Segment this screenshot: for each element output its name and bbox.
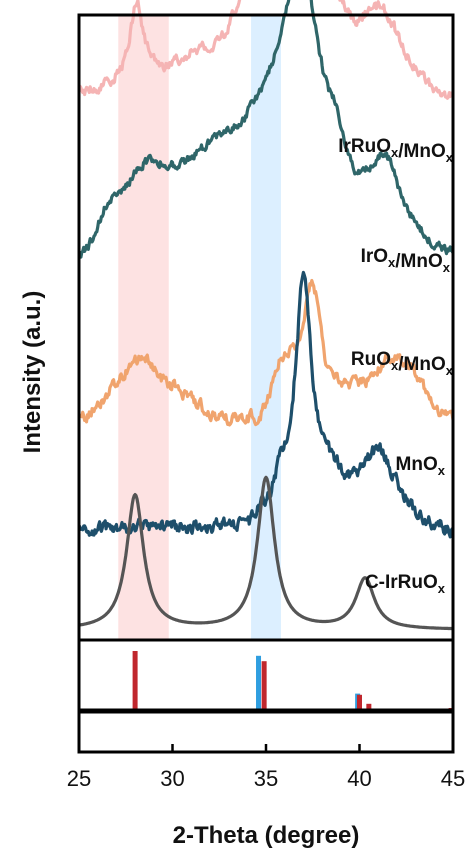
series-label-c-irruox: C-IrRuOx (365, 572, 446, 596)
curve-labels: IrRuOx/MnOx IrOx/MnOx RuOx/MnOx MnOx C-IrRuO… (338, 136, 454, 596)
series-label-irox-mnox: IrOx/MnOx (361, 246, 451, 275)
reference-bar-0 (132, 651, 138, 711)
y-axis-label: Intensity (a.u.) (19, 291, 46, 454)
reference-bar-5 (366, 703, 372, 711)
x-tick-label-2: 35 (254, 766, 278, 791)
x-axis-ticks: 25 30 35 40 45 (67, 744, 465, 791)
series-line-c-irruox (78, 475, 454, 631)
highlight-band-1 (251, 15, 281, 640)
series-line-ruox-mnox (78, 278, 455, 427)
x-tick-label-4: 45 (441, 766, 465, 791)
series-label-irruox-mnox: IrRuOx/MnOx (338, 136, 454, 165)
reference-bar-2 (261, 661, 267, 711)
series-line-irox-mnox (77, 0, 455, 259)
x-tick-label-0: 25 (67, 766, 91, 791)
x-tick-label-3: 40 (347, 766, 371, 791)
reference-bar-1 (256, 655, 262, 711)
reference-pattern-bars (132, 651, 454, 711)
series-label-mnox: MnOx (396, 454, 446, 478)
xrd-curves (77, 0, 455, 631)
reference-bar-4 (357, 694, 362, 711)
series-line-irruox-mnox (77, 0, 455, 100)
series-label-ruox-mnox: RuOx/MnOx (351, 349, 454, 378)
x-tick-label-1: 30 (160, 766, 184, 791)
x-axis-label: 2-Theta (degree) (173, 822, 360, 849)
